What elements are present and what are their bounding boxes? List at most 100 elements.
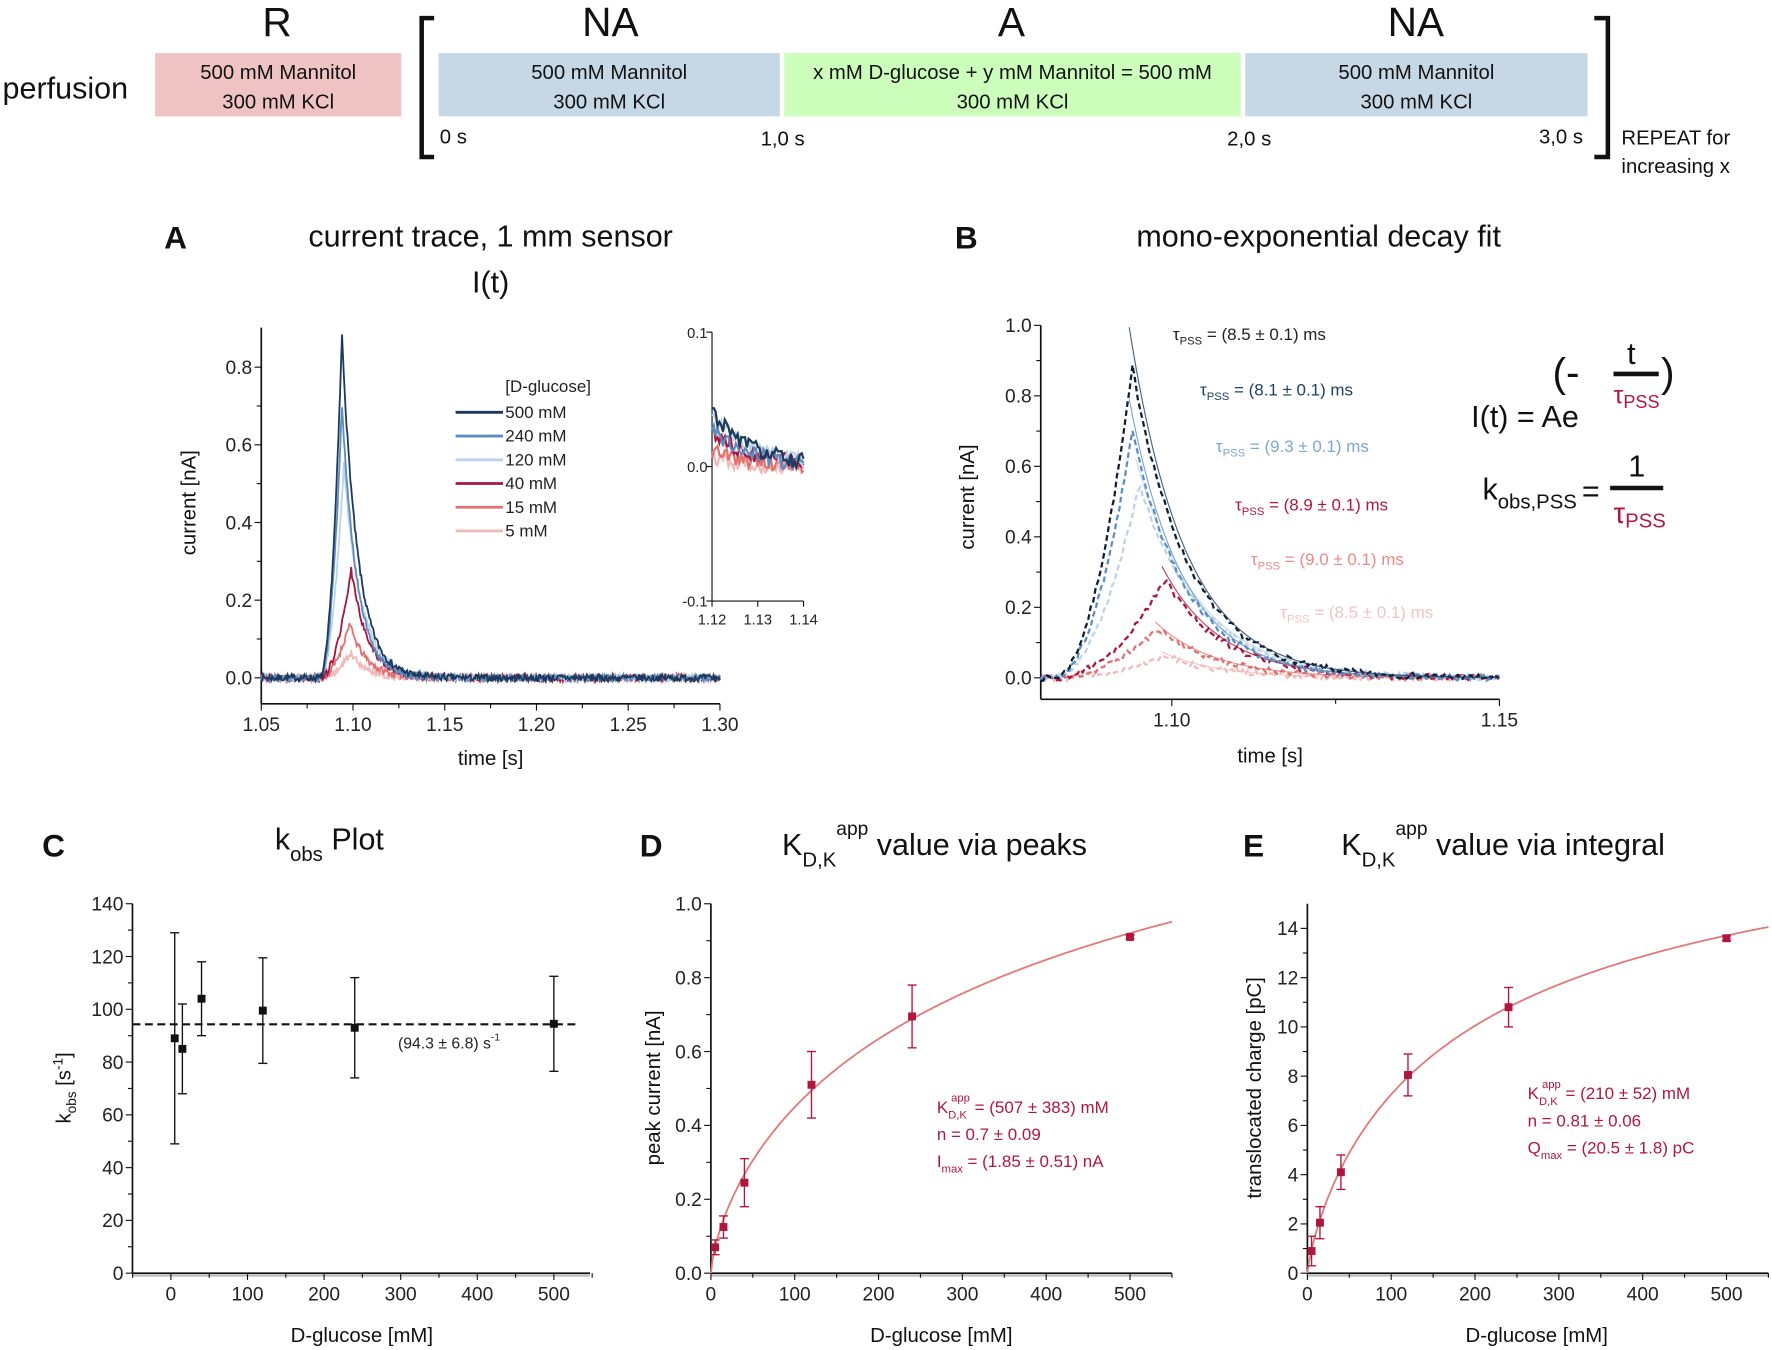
svg-text:t: t [1627, 337, 1636, 371]
x-tick-label: 100 [1375, 1284, 1407, 1305]
panel-d-chart: 0 100 200 300 400 500 0.0 0.2 0.4 0.6 0.8 1.0 KD,Kap… [675, 895, 1173, 1305]
panel-d-title: KD,Kapp value via peaks [782, 819, 1087, 872]
legend-label: 15 mM [505, 498, 557, 517]
svg-text:τPSS: τPSS [1614, 382, 1660, 412]
panel-label-b: B [955, 220, 978, 256]
y-tick-label: 14 [1277, 919, 1299, 940]
data-point [1307, 1247, 1316, 1255]
x-tick-label: 500 [1710, 1284, 1742, 1305]
fit-parameter: Qmax = (20.5 ± 1.8) pC [1528, 1138, 1695, 1162]
y-tick-label: 1.0 [1005, 316, 1032, 337]
panel-d-xlabel: D-glucose [mM] [870, 1325, 1012, 1347]
x-tick-label: 500 [1114, 1284, 1146, 1305]
panel-a-ylabel: current [nA] [179, 450, 201, 555]
tau-label: τPSS = (9.3 ± 0.1) ms [1216, 437, 1369, 460]
y-tick-label: 0.0 [226, 669, 253, 690]
y-tick-label: 0.8 [675, 968, 702, 989]
x-tick-label: 100 [779, 1284, 811, 1305]
tau-label: τPSS = (8.9 ± 0.1) ms [1235, 496, 1388, 519]
x-tick-label: 0 [706, 1284, 717, 1305]
y-tick-label: 0.4 [675, 1116, 702, 1137]
left-bracket [419, 15, 435, 160]
phase-0: R 500 mM Mannitol 300 mM KCl [155, 0, 402, 117]
panel-a-inset: 1.12 1.13 1.14 0.1 0.0 -0.1 [682, 326, 818, 629]
x-tick-label: 1.20 [518, 715, 555, 736]
phase-line1: 500 mM Mannitol [1338, 62, 1494, 84]
tau-label: τPSS = (8.5 ± 0.1) ms [1280, 603, 1433, 626]
perfusion-protocol: perfusion R 500 mM Mannitol 300 mM KCl NA 50… [3, 0, 1731, 178]
inset-y-tick-label: 0.0 [687, 460, 707, 476]
time-label: 0 s [440, 126, 467, 148]
time-label: 3,0 s [1539, 126, 1583, 148]
y-tick-label: 4 [1288, 1165, 1299, 1186]
legend-label: 40 mM [505, 474, 557, 493]
y-tick-label: 0.8 [226, 358, 253, 379]
y-tick-label: 0.2 [226, 591, 253, 612]
phase-line2: 300 mM KCl [553, 91, 665, 113]
data-point [258, 1006, 267, 1015]
phase-box [155, 53, 402, 117]
panel-label-c: C [42, 827, 65, 863]
fit-parameter: KD,Kapp = (210 ± 52) mM [1528, 1079, 1690, 1108]
fit-parameter: n = 0.7 ± 0.09 [937, 1125, 1041, 1144]
y-tick-label: 100 [91, 1000, 123, 1021]
y-tick-label: 0.4 [1005, 528, 1032, 549]
hill-fit-curve [709, 920, 1173, 1274]
data-point [719, 1223, 728, 1231]
data-point [711, 1243, 720, 1252]
y-tick-label: 0 [1288, 1264, 1299, 1285]
panel-a-subtitle: I(t) [472, 266, 509, 300]
phase-line1: 500 mM Mannitol [200, 62, 356, 84]
panel-b-xlabel: time [s] [1237, 746, 1303, 768]
data-point [1336, 1168, 1345, 1177]
fit-line-500-mM [1128, 327, 1500, 678]
legend-label: 500 mM [505, 403, 566, 422]
panel-b-ylabel: current [nA] [957, 445, 979, 550]
y-tick-label: 1.0 [675, 895, 702, 916]
y-tick-label: 2 [1288, 1215, 1299, 1236]
data-point [549, 1019, 558, 1028]
y-tick-label: 12 [1277, 968, 1298, 989]
phase-label: R [262, 0, 291, 45]
y-tick-label: 0.6 [226, 436, 253, 457]
y-tick-label: 0.0 [675, 1264, 702, 1285]
x-tick-label: 400 [1627, 1284, 1659, 1305]
x-tick-label: 1.15 [1481, 710, 1518, 731]
repeat-note: increasing x [1621, 156, 1729, 178]
y-tick-label: 60 [102, 1106, 123, 1127]
y-tick-label: 140 [91, 894, 123, 915]
panel-e-ylabel: translocated charge [pC] [1244, 977, 1266, 1198]
dashed-trace-500-mM [1040, 364, 1500, 682]
y-tick-label: 10 [1277, 1018, 1298, 1039]
panel-label-d: D [640, 827, 663, 863]
phase-line2: 300 mM KCl [1360, 91, 1472, 113]
panel-e-xlabel: D-glucose [mM] [1466, 1325, 1608, 1347]
panel-label-e: E [1243, 827, 1264, 863]
phase-1: NA 500 mM Mannitol 300 mM KCl [438, 0, 780, 117]
fit-parameter: KD,Kapp = (507 ± 383) mM [937, 1092, 1109, 1121]
x-tick-label: 400 [461, 1284, 493, 1305]
phase-box [1245, 53, 1588, 117]
right-bracket [1594, 15, 1611, 160]
data-point [350, 1023, 359, 1032]
y-tick-label: 120 [91, 947, 123, 968]
legend-label: 120 mM [505, 450, 566, 469]
x-tick-label: 300 [385, 1284, 417, 1305]
inset-trace-240-mM [710, 421, 805, 470]
dashed-trace-240-mM [1039, 430, 1501, 683]
x-tick-label: 1.10 [1153, 710, 1190, 731]
x-tick-label: 200 [863, 1284, 895, 1305]
phase-line2: 300 mM KCl [957, 91, 1069, 113]
y-tick-label: 6 [1288, 1116, 1299, 1137]
y-tick-label: 80 [102, 1053, 123, 1074]
panel-a-chart: 1.05 1.10 1.15 1.20 1.25 1.30 0.0 0.2 0.4 0.6 0.8 [… [226, 326, 818, 736]
tau-label: τPSS = (8.5 ± 0.1) ms [1173, 325, 1326, 348]
phase-line1: x mM D-glucose + y mM Mannitol = 500 mM [813, 62, 1212, 84]
phase-line1: 500 mM Mannitol [531, 62, 687, 84]
time-label: 1,0 s [761, 129, 805, 151]
x-tick-label: 0 [1302, 1284, 1313, 1305]
y-tick-label: 0.2 [1005, 598, 1032, 619]
y-tick-label: 0.6 [1005, 457, 1032, 478]
tau-label: τPSS = (9.0 ± 0.1) ms [1251, 550, 1404, 573]
